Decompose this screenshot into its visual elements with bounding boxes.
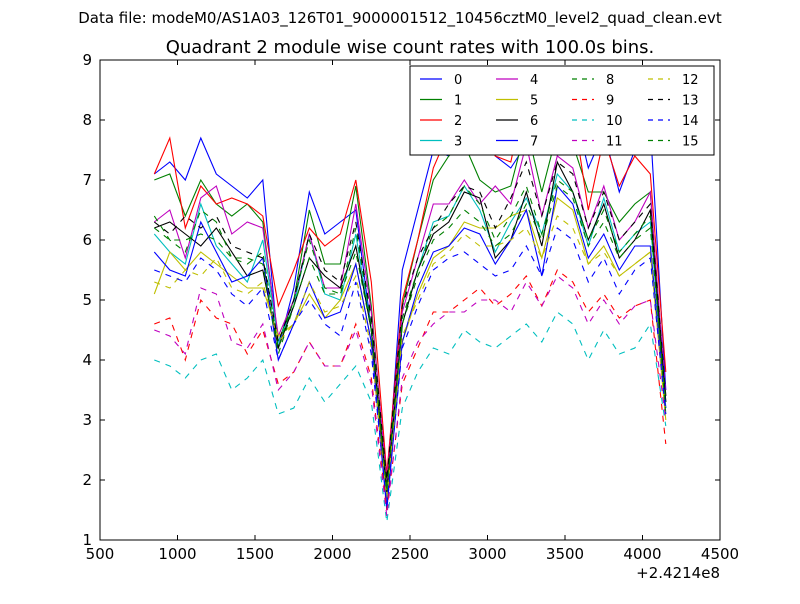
x-tick-label: 2500 (391, 545, 429, 563)
legend-label-3: 3 (454, 135, 462, 150)
series-line-7 (153, 184, 667, 511)
y-tick-label: 3 (82, 411, 92, 429)
legend-box (409, 65, 715, 156)
series-line-8 (153, 179, 667, 487)
series-line-12 (154, 215, 667, 499)
series-line-4 (153, 143, 667, 481)
legend-label-7: 7 (530, 135, 538, 150)
y-tick-label: 6 (82, 231, 92, 249)
x-tick-label: 3000 (468, 545, 506, 563)
legend-label-1: 1 (454, 94, 462, 109)
series-line-13 (153, 160, 667, 481)
suptitle: Data file: modeM0/AS1A03_126T01_90000015… (78, 9, 722, 28)
y-tick-label: 9 (82, 51, 92, 69)
series-line-15 (153, 185, 667, 493)
x-tick-label: 1500 (236, 545, 274, 563)
legend-label-0: 0 (454, 73, 462, 88)
axis-ticks: 500 1000 1500 2000 2500 3000 3500 4000 450012345… (82, 51, 739, 563)
y-tick-label: 5 (82, 291, 92, 309)
series-line-9 (154, 269, 667, 511)
x-tick-label: 1000 (158, 545, 196, 563)
legend-label-2: 2 (454, 114, 462, 129)
y-tick-label: 2 (82, 471, 92, 489)
chart-title: Quadrant 2 module wise count rates with … (166, 37, 655, 58)
x-tick-label: 3500 (546, 545, 584, 563)
legend-label-14: 14 (682, 114, 699, 129)
x-tick-label: 500 (86, 545, 115, 563)
x-tick-label: 2000 (313, 545, 351, 563)
y-tick-label: 7 (82, 171, 92, 189)
series-line-2 (153, 88, 667, 475)
series-line-6 (154, 160, 667, 493)
legend-label-15: 15 (682, 135, 699, 150)
legend-label-12: 12 (682, 73, 699, 88)
x-tick-label: 4500 (701, 545, 739, 563)
legend-label-11: 11 (606, 135, 623, 150)
series-line-10 (154, 311, 667, 523)
legend-label-4: 4 (530, 73, 538, 88)
legend-label-5: 5 (530, 94, 538, 109)
legend-label-8: 8 (606, 73, 614, 88)
x-tick-label: 4000 (623, 545, 661, 563)
legend-label-6: 6 (530, 114, 538, 129)
legend-label-9: 9 (606, 94, 614, 109)
x-axis-offset-label: +2.4214e8 (636, 564, 720, 582)
legend-label-13: 13 (682, 94, 699, 109)
y-tick-label: 8 (82, 111, 92, 129)
series-layer (153, 82, 667, 523)
series-line-11 (154, 275, 667, 517)
legend-label-10: 10 (606, 114, 623, 129)
series-line-1 (154, 125, 667, 487)
y-tick-label: 4 (82, 351, 92, 369)
y-tick-label: 1 (82, 531, 92, 549)
